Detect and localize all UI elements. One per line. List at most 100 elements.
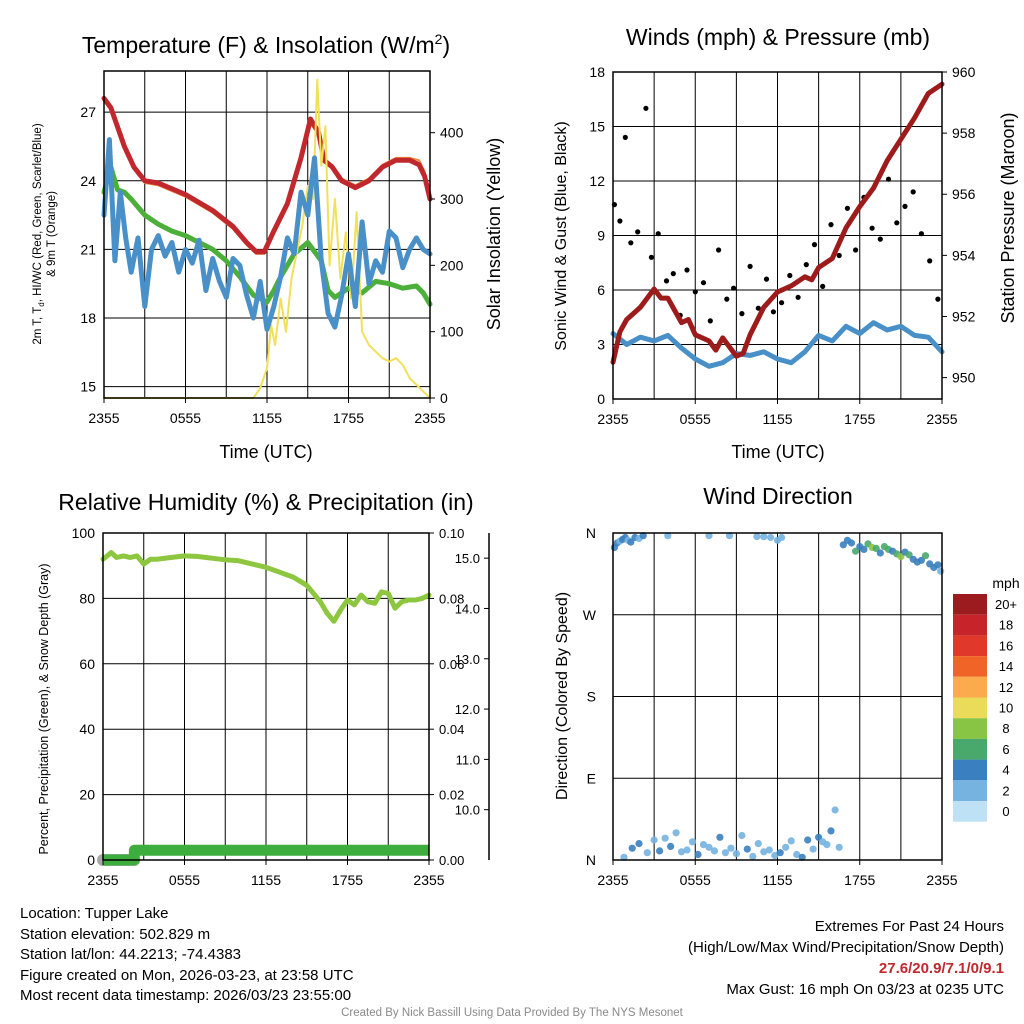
gust-point [755, 305, 761, 311]
pressure-ytick-label: 954 [952, 247, 976, 263]
direction-point [716, 833, 724, 841]
speed-legend-swatch [953, 718, 987, 739]
station-latlon: Station lat/lon: 44.2213; -74.4383 [20, 946, 242, 963]
station-info: Location: Tupper Lake Station elevation:… [20, 904, 354, 1007]
speed-legend-swatch [953, 676, 987, 698]
extremes-title: Extremes For Past 24 Hours [814, 918, 1004, 935]
winds-grid [613, 71, 942, 400]
snow-depth-ytick-label: 15.0 [455, 551, 480, 566]
precip-ytick-label: 0.08 [439, 591, 464, 606]
direction-point [937, 567, 945, 575]
gust-point [910, 189, 916, 195]
gust-point [716, 247, 722, 253]
winds-xtick-label: 2355 [926, 411, 957, 427]
winds-panel: Winds (mph) & Pressure (mb) 2355 0555 1155… [553, 24, 1018, 462]
direction-point [847, 539, 856, 547]
direction-point [643, 849, 651, 857]
gust-point [828, 222, 834, 228]
temperature-series [101, 78, 433, 399]
direction-point [765, 846, 773, 854]
pressure-ytick-label: 956 [952, 186, 976, 202]
hiwc-blue-line [101, 137, 433, 332]
direction-point [872, 544, 880, 553]
pressure-ytick-label: 952 [952, 308, 976, 324]
temperature-panel: Temperature (F) & Insolation (W/m2) 2355… [32, 31, 504, 462]
speed-legend-label: 12 [999, 680, 1013, 695]
winds-axes: 2355 0555 1155 1755 2355 0 3 6 9 12 15 18 950 952 954 9… [589, 64, 975, 427]
winds-ytick-label: 9 [597, 228, 605, 244]
temperature-ytick-label: 18 [80, 310, 96, 326]
direction-xtick-label: 2355 [597, 872, 628, 888]
direction-point [749, 852, 757, 861]
recent-timestamp: Most recent data timestamp: 2026/03/23 2… [20, 987, 352, 1004]
winds-ytick-label: 12 [589, 173, 605, 189]
speed-legend-swatch [953, 635, 987, 657]
snow-depth-ytick-label: 10.0 [455, 803, 480, 818]
temperature-ytick-label: 24 [80, 173, 96, 189]
speed-legend-label: 18 [999, 618, 1013, 633]
pressure-ytick-label: 958 [952, 125, 976, 141]
direction-point [809, 845, 817, 853]
direction-ytick-label: W [583, 607, 597, 623]
insolation-ytick-label: 400 [440, 125, 464, 141]
gust-point [763, 276, 770, 282]
extremes-subtitle: (High/Low/Max Wind/Precipitation/Snow De… [688, 939, 1004, 956]
gust-point [643, 105, 649, 111]
direction-point [677, 848, 686, 856]
snow-depth-ytick-label: 13.0 [455, 652, 480, 667]
direction-point [778, 533, 786, 542]
direction-point [639, 532, 647, 540]
direction-point [635, 840, 643, 848]
winds-ylabel: Sonic Wind & Gust (Blue, Black) [553, 121, 570, 350]
temperature-ytick-label: 15 [80, 379, 96, 395]
gust-point [836, 252, 842, 259]
direction-point [782, 843, 790, 851]
gust-point [894, 220, 900, 226]
direction-point [627, 538, 635, 546]
speed-legend: mph 20+ 18 16 14 12 10 8 6 4 2 0 [953, 575, 1020, 822]
direction-point [934, 561, 942, 569]
extremes-info: Extremes For Past 24 Hours (High/Low/Max… [688, 916, 1004, 1000]
gust-point [844, 205, 851, 211]
direction-ytick-label: S [587, 689, 596, 705]
gust-point [779, 300, 785, 306]
direction-point [804, 836, 812, 844]
max-gust: Max Gust: 16 mph On 03/23 at 0235 UTC [726, 981, 1004, 998]
direction-xtick-label: 1155 [762, 872, 792, 888]
humidity-ytick-label: 80 [79, 590, 95, 606]
gust-point [787, 272, 793, 279]
direction-point [852, 547, 860, 555]
temperature-xtick-label: 0555 [170, 410, 201, 426]
direction-point [727, 844, 735, 852]
gust-point [853, 247, 859, 253]
direction-ytick-label: E [587, 770, 596, 786]
gust-point [622, 134, 628, 140]
direction-point [823, 841, 831, 849]
speed-legend-label: 6 [1002, 742, 1009, 757]
temperature-xtick-label: 1155 [252, 410, 282, 426]
pressure-ylabel: Station Pressure (Maroon) [998, 112, 1018, 323]
speed-legend-label: 2 [1002, 783, 1009, 798]
direction-point [710, 847, 719, 855]
gust-point [877, 236, 883, 242]
direction-ytick-label: N [586, 852, 596, 868]
direction-ytick-label: N [586, 525, 596, 541]
humidity-ylabel: Percent, Precipitation (Green), & Snow D… [37, 563, 51, 854]
snow-depth-ytick-label: 11.0 [456, 752, 480, 767]
direction-ylabel: Direction (Colored By Speed) [554, 592, 571, 800]
insolation-ytick-label: 200 [440, 257, 464, 273]
temperature-xtick-label: 2355 [88, 410, 119, 426]
winds-ytick-label: 15 [589, 119, 605, 135]
snow-depth-ytick-label: 14.0 [455, 601, 480, 616]
direction-point [705, 532, 713, 540]
speed-legend-label: 16 [999, 638, 1013, 653]
direction-point [725, 532, 734, 540]
direction-point [721, 849, 730, 857]
snow-depth-ytick-label: 12.0 [455, 702, 480, 717]
speed-legend-swatch [953, 656, 987, 677]
speed-legend-label: 0 [1002, 804, 1009, 819]
gust-point [803, 262, 809, 268]
humidity-title: Relative Humidity (%) & Precipitation (i… [58, 489, 473, 515]
direction-point [776, 849, 784, 857]
